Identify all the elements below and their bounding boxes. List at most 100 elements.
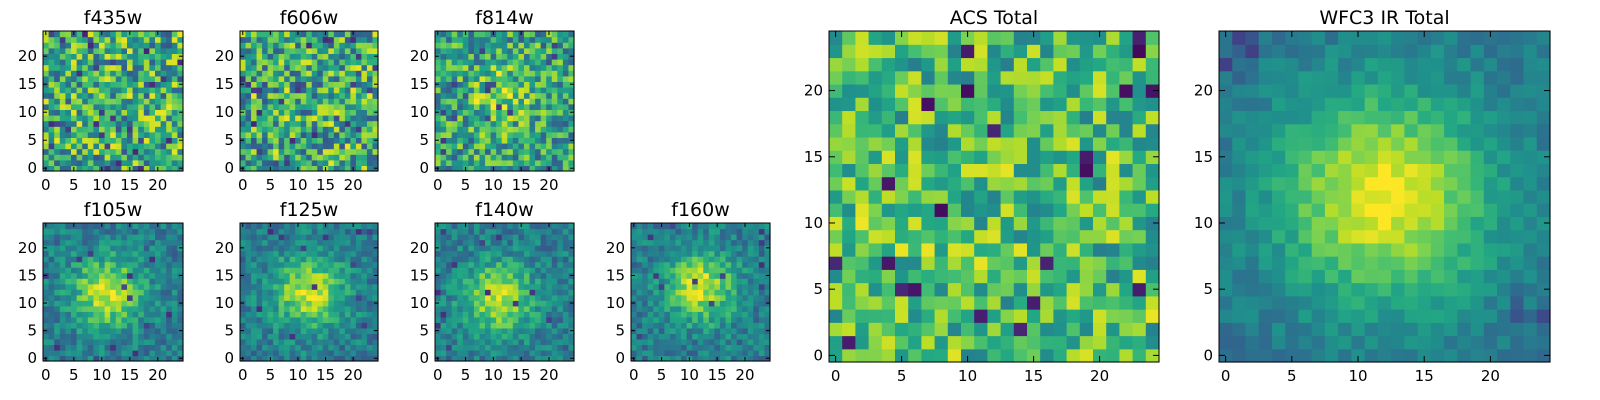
heatmap-cell: [278, 36, 285, 43]
heatmap-cell: [681, 349, 688, 357]
heatmap-cell: [686, 272, 693, 279]
heatmap-cell: [76, 87, 83, 94]
heatmap-cell: [138, 344, 145, 351]
heatmap-cell: [65, 327, 72, 334]
heatmap-cell: [333, 131, 340, 138]
heatmap-cell: [490, 36, 497, 43]
heatmap-cell: [895, 256, 909, 270]
heatmap-cell: [764, 289, 771, 296]
heatmap-cell: [658, 322, 665, 329]
heatmap-cell: [278, 75, 285, 82]
heatmap-cell: [551, 75, 558, 82]
heatmap-cell: [535, 344, 542, 351]
heatmap-cell: [546, 92, 553, 99]
heatmap-cell: [490, 47, 497, 54]
heatmap-cell: [344, 223, 351, 230]
heatmap-cell: [93, 228, 100, 235]
heatmap-cell: [104, 53, 111, 60]
heatmap-cell: [121, 143, 128, 150]
heatmap-cell: [240, 59, 247, 66]
heatmap-cell: [692, 338, 699, 346]
heatmap-cell: [451, 75, 458, 82]
heatmap-cell: [48, 256, 55, 263]
heatmap-cell: [535, 70, 542, 77]
heatmap-cell: [987, 216, 1002, 231]
heatmap-cell: [636, 272, 643, 279]
heatmap-cell: [1040, 256, 1054, 270]
heatmap-cell: [518, 261, 525, 268]
heatmap-cell: [245, 239, 252, 246]
heatmap-cell: [557, 322, 564, 329]
heatmap-cell: [256, 294, 263, 301]
heatmap-cell: [322, 316, 329, 323]
heatmap-cell: [93, 234, 100, 241]
heatmap-cell: [562, 47, 570, 54]
heatmap-cell: [311, 228, 318, 235]
heatmap-cell: [48, 261, 55, 268]
heatmap-cell: [87, 311, 94, 318]
heatmap-cell: [361, 36, 368, 43]
heatmap-cell: [501, 283, 508, 290]
heatmap-cell: [512, 75, 519, 82]
heatmap-cell: [451, 245, 458, 252]
heatmap-cell: [523, 289, 531, 296]
heatmap-cell: [512, 126, 519, 133]
heatmap-cell: [256, 64, 263, 71]
heatmap-cell: [501, 355, 508, 362]
heatmap-cell: [344, 267, 351, 274]
heatmap-cell: [300, 333, 307, 340]
heatmap-cell: [523, 42, 531, 49]
heatmap-cell: [703, 228, 710, 235]
heatmap-cell: [523, 234, 531, 241]
heatmap-cell: [440, 75, 447, 82]
heatmap-cell: [361, 92, 368, 99]
heatmap-cell: [138, 234, 145, 241]
heatmap-cell: [908, 163, 922, 178]
heatmap-cell: [675, 344, 682, 351]
heatmap-cell: [921, 335, 936, 350]
heatmap-cell: [681, 322, 688, 329]
heatmap-cell: [703, 327, 710, 334]
heatmap-cell: [697, 245, 704, 252]
heatmap-cell: [546, 300, 553, 307]
heatmap-cell: [479, 278, 486, 285]
heatmap-cell: [93, 223, 100, 230]
heatmap-cell: [921, 203, 936, 217]
heatmap-cell: [262, 245, 269, 252]
heatmap-cell: [440, 42, 447, 49]
heatmap-cell: [855, 309, 870, 323]
heatmap-cell: [256, 283, 263, 290]
heatmap-cell: [658, 344, 665, 351]
heatmap-cell: [149, 245, 156, 252]
heatmap-cell: [934, 269, 949, 284]
heatmap-cell: [328, 338, 335, 346]
heatmap-cell: [333, 250, 340, 257]
heatmap-cell: [333, 165, 340, 172]
heatmap-cell: [518, 294, 525, 301]
heatmap-cell: [71, 338, 78, 346]
heatmap-cell: [138, 59, 145, 66]
heatmap-cell: [65, 349, 72, 357]
y-tick-label: 0: [224, 349, 234, 367]
heatmap-cells-f140w: [435, 223, 575, 362]
heatmap-cell: [48, 333, 55, 340]
heatmap-cell: [1040, 269, 1054, 284]
heatmap-cell: [1013, 229, 1028, 244]
heatmap-cell: [121, 250, 128, 257]
heatmap-cell: [736, 283, 743, 290]
heatmap-cell: [457, 120, 464, 127]
heatmap-cell: [171, 289, 178, 296]
heatmap-cell: [529, 278, 536, 285]
heatmap-cell: [485, 120, 492, 127]
heatmap-cell: [245, 316, 252, 323]
heatmap-cell: [149, 305, 156, 312]
heatmap-cell: [631, 338, 638, 346]
heatmap-cell: [306, 137, 313, 144]
heatmap-cell: [121, 64, 128, 71]
heatmap-cell: [440, 245, 447, 252]
heatmap-cell: [99, 316, 106, 323]
heatmap-cell: [557, 159, 564, 166]
x-tick-label: 15: [708, 366, 727, 384]
heatmap-cell: [523, 228, 531, 235]
heatmap-cell: [295, 239, 302, 246]
